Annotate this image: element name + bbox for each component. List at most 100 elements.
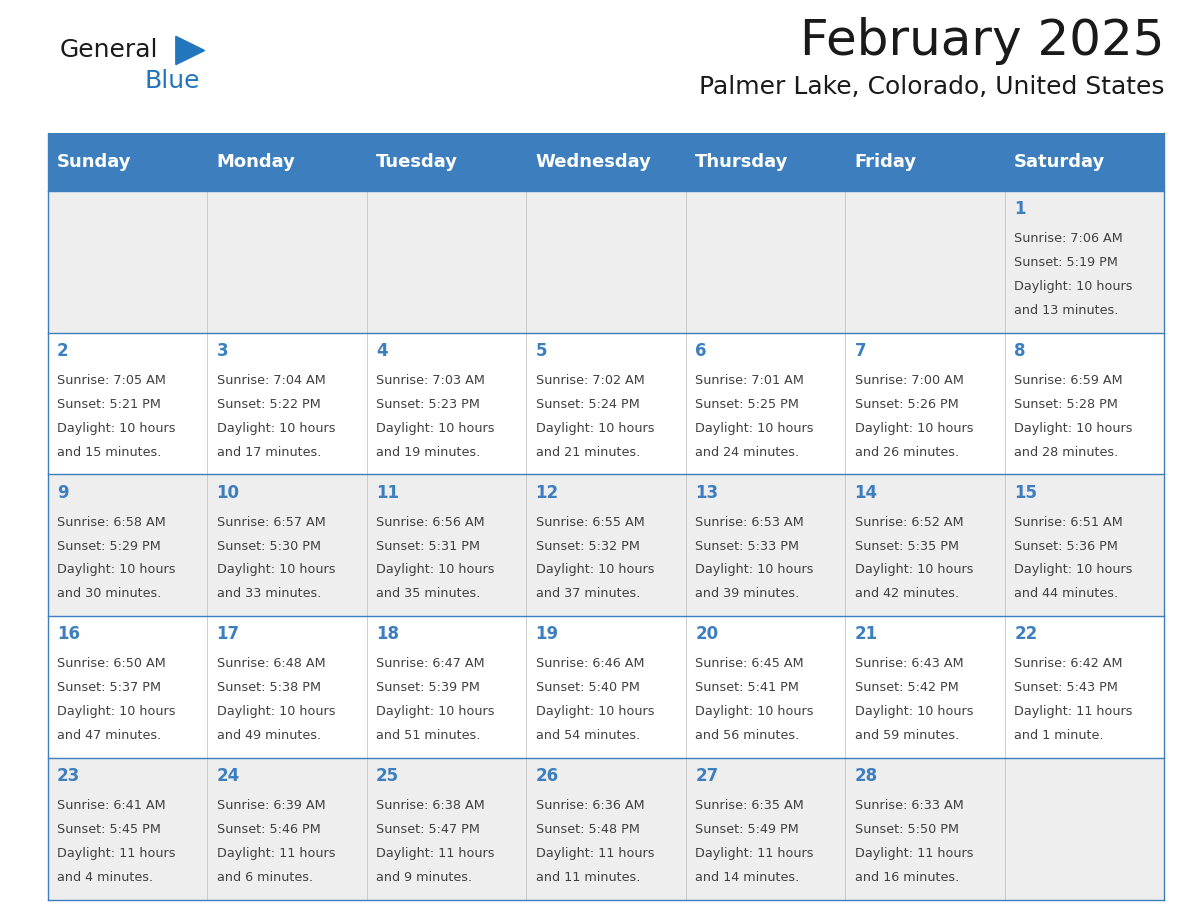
Text: Sunrise: 7:01 AM: Sunrise: 7:01 AM [695,374,804,387]
Text: and 51 minutes.: and 51 minutes. [377,729,480,742]
Text: and 4 minutes.: and 4 minutes. [57,871,153,884]
Text: Daylight: 10 hours: Daylight: 10 hours [216,564,335,577]
Text: Sunrise: 7:02 AM: Sunrise: 7:02 AM [536,374,644,387]
Text: 8: 8 [1015,341,1025,360]
Text: Sunset: 5:40 PM: Sunset: 5:40 PM [536,681,639,694]
Text: Sunset: 5:23 PM: Sunset: 5:23 PM [377,397,480,411]
Text: 16: 16 [57,625,80,644]
Text: Sunset: 5:47 PM: Sunset: 5:47 PM [377,823,480,836]
Text: Sunset: 5:45 PM: Sunset: 5:45 PM [57,823,160,836]
Text: Sunrise: 6:43 AM: Sunrise: 6:43 AM [854,657,963,670]
Text: Daylight: 10 hours: Daylight: 10 hours [216,705,335,718]
Text: and 42 minutes.: and 42 minutes. [854,588,959,600]
Text: Daylight: 10 hours: Daylight: 10 hours [854,705,973,718]
Bar [48,133,1164,191]
Text: 23: 23 [57,767,81,785]
Text: 11: 11 [377,484,399,501]
Text: Sunset: 5:42 PM: Sunset: 5:42 PM [854,681,959,694]
Text: 26: 26 [536,767,558,785]
Text: Sunset: 5:50 PM: Sunset: 5:50 PM [854,823,959,836]
Text: Saturday: Saturday [1015,153,1106,171]
Text: Sunset: 5:41 PM: Sunset: 5:41 PM [695,681,800,694]
Text: Sunrise: 6:39 AM: Sunrise: 6:39 AM [216,800,326,812]
Bar [48,475,1164,616]
Text: Sunset: 5:37 PM: Sunset: 5:37 PM [57,681,162,694]
Text: Daylight: 10 hours: Daylight: 10 hours [57,705,176,718]
Text: Sunrise: 7:03 AM: Sunrise: 7:03 AM [377,374,485,387]
Text: 13: 13 [695,484,719,501]
Text: Sunset: 5:21 PM: Sunset: 5:21 PM [57,397,160,411]
Text: Daylight: 10 hours: Daylight: 10 hours [377,421,494,435]
Text: and 1 minute.: and 1 minute. [1015,729,1104,742]
Text: and 35 minutes.: and 35 minutes. [377,588,480,600]
Text: Tuesday: Tuesday [377,153,459,171]
Text: Blue: Blue [145,69,201,93]
Text: 3: 3 [216,341,228,360]
Text: and 21 minutes.: and 21 minutes. [536,445,640,459]
Text: Sunset: 5:38 PM: Sunset: 5:38 PM [216,681,321,694]
Text: Daylight: 11 hours: Daylight: 11 hours [536,847,655,860]
Text: Daylight: 10 hours: Daylight: 10 hours [57,564,176,577]
Text: Daylight: 10 hours: Daylight: 10 hours [1015,421,1132,435]
Text: Sunrise: 7:06 AM: Sunrise: 7:06 AM [1015,232,1123,245]
Text: Daylight: 10 hours: Daylight: 10 hours [854,564,973,577]
Bar [48,332,1164,475]
Text: Sunrise: 6:33 AM: Sunrise: 6:33 AM [854,800,963,812]
Text: Daylight: 10 hours: Daylight: 10 hours [536,705,655,718]
Text: 20: 20 [695,625,719,644]
Text: Sunset: 5:46 PM: Sunset: 5:46 PM [216,823,321,836]
Polygon shape [176,37,204,64]
Text: 14: 14 [854,484,878,501]
Text: and 19 minutes.: and 19 minutes. [377,445,480,459]
Text: and 17 minutes.: and 17 minutes. [216,445,321,459]
Text: Daylight: 10 hours: Daylight: 10 hours [536,421,655,435]
Text: Sunset: 5:43 PM: Sunset: 5:43 PM [1015,681,1118,694]
Text: Sunrise: 6:59 AM: Sunrise: 6:59 AM [1015,374,1123,387]
Text: Sunset: 5:33 PM: Sunset: 5:33 PM [695,540,800,553]
Text: Sunset: 5:24 PM: Sunset: 5:24 PM [536,397,639,411]
Text: 4: 4 [377,341,387,360]
Text: General: General [59,39,158,62]
Text: Daylight: 11 hours: Daylight: 11 hours [216,847,335,860]
Text: and 6 minutes.: and 6 minutes. [216,871,312,884]
Text: Sunrise: 7:05 AM: Sunrise: 7:05 AM [57,374,166,387]
Text: Daylight: 11 hours: Daylight: 11 hours [377,847,494,860]
Text: 9: 9 [57,484,69,501]
Text: Sunset: 5:25 PM: Sunset: 5:25 PM [695,397,800,411]
Text: and 49 minutes.: and 49 minutes. [216,729,321,742]
Text: Daylight: 11 hours: Daylight: 11 hours [854,847,973,860]
Text: and 24 minutes.: and 24 minutes. [695,445,800,459]
Text: Sunrise: 6:36 AM: Sunrise: 6:36 AM [536,800,644,812]
Text: 15: 15 [1015,484,1037,501]
Text: 10: 10 [216,484,240,501]
Text: Sunset: 5:48 PM: Sunset: 5:48 PM [536,823,639,836]
Text: Sunrise: 6:51 AM: Sunrise: 6:51 AM [1015,516,1123,529]
Text: and 28 minutes.: and 28 minutes. [1015,445,1118,459]
Text: and 15 minutes.: and 15 minutes. [57,445,162,459]
Text: Daylight: 10 hours: Daylight: 10 hours [1015,280,1132,293]
Text: Sunrise: 6:45 AM: Sunrise: 6:45 AM [695,657,804,670]
Text: Sunrise: 6:46 AM: Sunrise: 6:46 AM [536,657,644,670]
Text: 19: 19 [536,625,558,644]
Text: Sunrise: 6:53 AM: Sunrise: 6:53 AM [695,516,804,529]
Text: Daylight: 10 hours: Daylight: 10 hours [854,421,973,435]
Text: and 54 minutes.: and 54 minutes. [536,729,640,742]
Text: Sunset: 5:31 PM: Sunset: 5:31 PM [377,540,480,553]
Text: Sunrise: 7:00 AM: Sunrise: 7:00 AM [854,374,963,387]
Text: and 16 minutes.: and 16 minutes. [854,871,959,884]
Text: 1: 1 [1015,200,1025,218]
Text: Sunset: 5:49 PM: Sunset: 5:49 PM [695,823,798,836]
Text: 28: 28 [854,767,878,785]
Text: 18: 18 [377,625,399,644]
Text: Sunrise: 6:48 AM: Sunrise: 6:48 AM [216,657,326,670]
Text: and 13 minutes.: and 13 minutes. [1015,304,1119,317]
Text: Sunrise: 6:47 AM: Sunrise: 6:47 AM [377,657,485,670]
Text: Daylight: 11 hours: Daylight: 11 hours [695,847,814,860]
Text: Sunrise: 6:52 AM: Sunrise: 6:52 AM [854,516,963,529]
Bar [48,191,1164,332]
Text: Wednesday: Wednesday [536,153,651,171]
Text: and 26 minutes.: and 26 minutes. [854,445,959,459]
Text: Thursday: Thursday [695,153,789,171]
Text: and 9 minutes.: and 9 minutes. [377,871,472,884]
Text: 6: 6 [695,341,707,360]
